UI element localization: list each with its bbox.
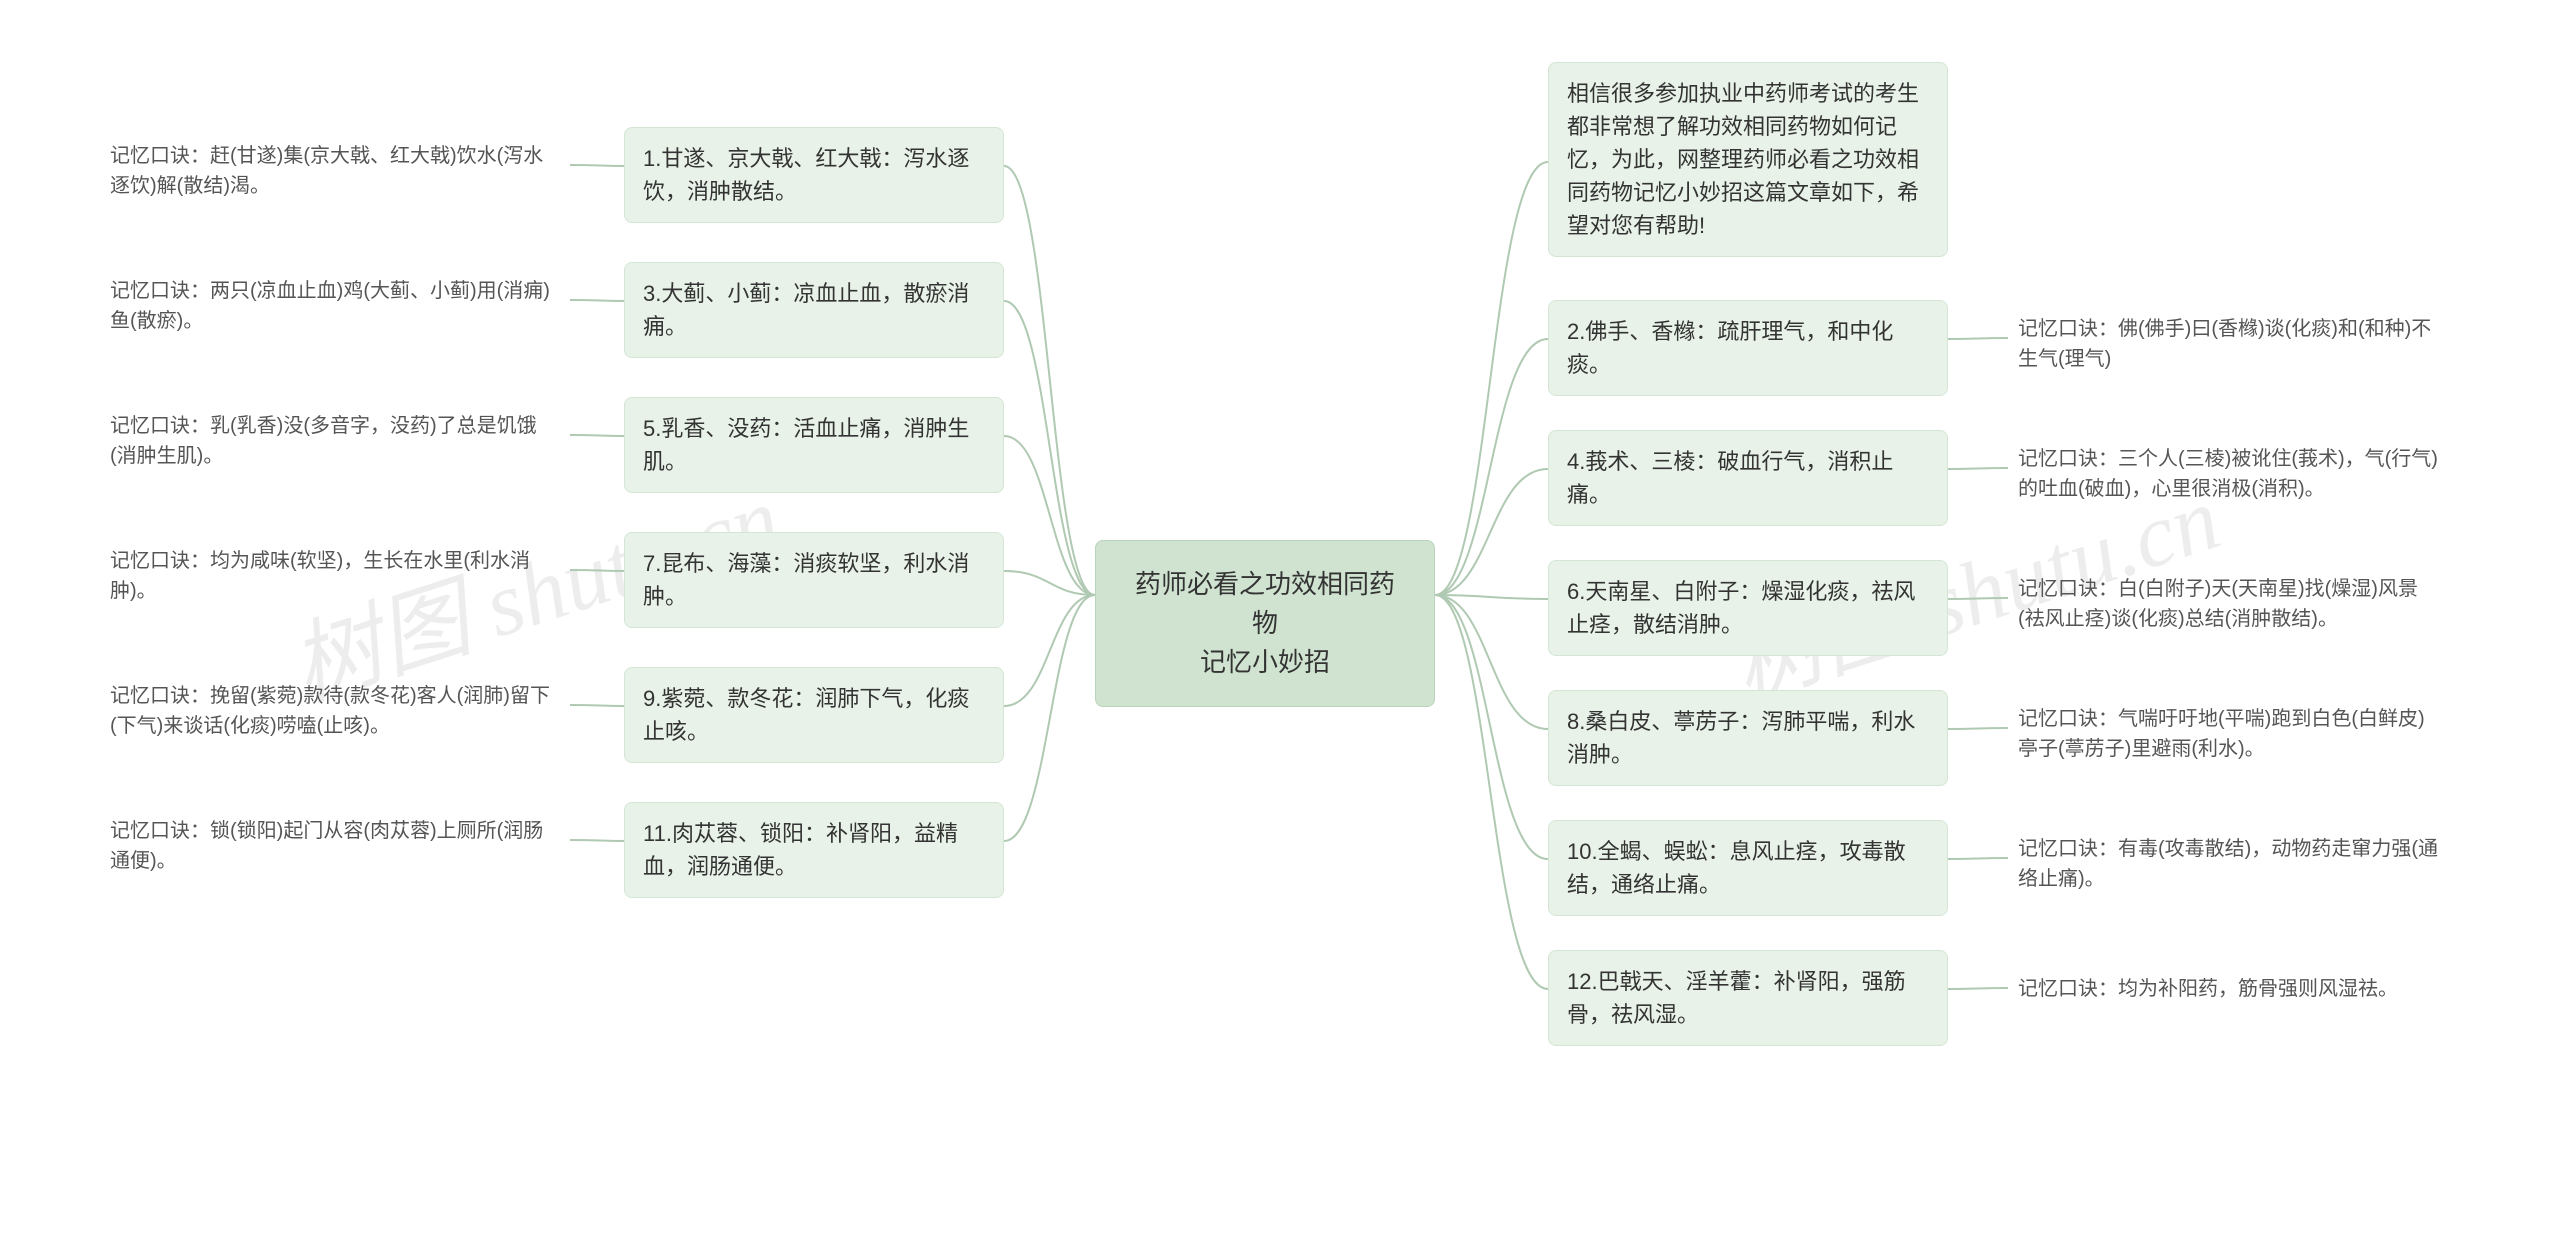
root-line2: 记忆小妙招 [1200, 647, 1330, 677]
node-intro[interactable]: 相信很多参加执业中药师考试的考生都非常想了解功效相同药物如何记忆，为此，网整理药… [1548, 62, 1948, 257]
node-r12[interactable]: 12.巴戟天、淫羊藿：补肾阳，强筋骨，祛风湿。 [1548, 950, 1948, 1046]
node-r2[interactable]: 2.佛手、香橼：疏肝理气，和中化痰。 [1548, 300, 1948, 396]
leaf-l9: 记忆口诀：挽留(紫菀)款待(款冬花)客人(润肺)留下(下气)来谈话(化痰)唠嗑(… [100, 675, 570, 747]
leaf-r8: 记忆口诀：气喘吁吁地(平喘)跑到白色(白鲜皮)亭子(葶苈子)里避雨(利水)。 [2008, 698, 2448, 770]
node-l11[interactable]: 11.肉苁蓉、锁阳：补肾阳，益精血，润肠通便。 [624, 802, 1004, 898]
node-r4[interactable]: 4.莪术、三棱：破血行气，消积止痛。 [1548, 430, 1948, 526]
leaf-r4: 记忆口诀：三个人(三棱)被讹住(莪术)，气(行气)的吐血(破血)，心里很消极(消… [2008, 438, 2448, 510]
leaf-r2: 记忆口诀：佛(佛手)曰(香橼)谈(化痰)和(和种)不生气(理气) [2008, 308, 2448, 380]
leaf-l7: 记忆口诀：均为咸味(软坚)，生长在水里(利水消肿)。 [100, 540, 570, 612]
node-r6[interactable]: 6.天南星、白附子：燥湿化痰，祛风止痉，散结消肿。 [1548, 560, 1948, 656]
node-l7[interactable]: 7.昆布、海藻：消痰软坚，利水消肿。 [624, 532, 1004, 628]
root-line1: 药师必看之功效相同药物 [1135, 569, 1395, 638]
leaf-l3: 记忆口诀：两只(凉血止血)鸡(大蓟、小蓟)用(消痈)鱼(散瘀)。 [100, 270, 570, 342]
node-r10[interactable]: 10.全蝎、蜈蚣：息风止痉，攻毒散结，通络止痛。 [1548, 820, 1948, 916]
node-l3[interactable]: 3.大蓟、小蓟：凉血止血，散瘀消痈。 [624, 262, 1004, 358]
root-node[interactable]: 药师必看之功效相同药物 记忆小妙招 [1095, 540, 1435, 707]
leaf-r10: 记忆口诀：有毒(攻毒散结)，动物药走窜力强(通络止痛)。 [2008, 828, 2448, 900]
leaf-l5: 记忆口诀：乳(乳香)没(多音字，没药)了总是饥饿(消肿生肌)。 [100, 405, 570, 477]
mindmap-canvas: 树图 shutu.cn 树图 shutu.cn 药师必看之功效相同药物 记忆小妙… [0, 0, 2560, 1247]
leaf-l11: 记忆口诀：锁(锁阳)起门从容(肉苁蓉)上厕所(润肠通便)。 [100, 810, 570, 882]
node-l5[interactable]: 5.乳香、没药：活血止痛，消肿生肌。 [624, 397, 1004, 493]
node-l9[interactable]: 9.紫菀、款冬花：润肺下气，化痰止咳。 [624, 667, 1004, 763]
node-l1[interactable]: 1.甘遂、京大戟、红大戟：泻水逐饮，消肿散结。 [624, 127, 1004, 223]
leaf-r12: 记忆口诀：均为补阳药，筋骨强则风湿祛。 [2008, 968, 2448, 1010]
leaf-r6: 记忆口诀：白(白附子)天(天南星)找(燥湿)风景(祛风止痉)谈(化痰)总结(消肿… [2008, 568, 2448, 640]
node-r8[interactable]: 8.桑白皮、葶苈子：泻肺平喘，利水消肿。 [1548, 690, 1948, 786]
leaf-l1: 记忆口诀：赶(甘遂)集(京大戟、红大戟)饮水(泻水逐饮)解(散结)渴。 [100, 135, 570, 207]
